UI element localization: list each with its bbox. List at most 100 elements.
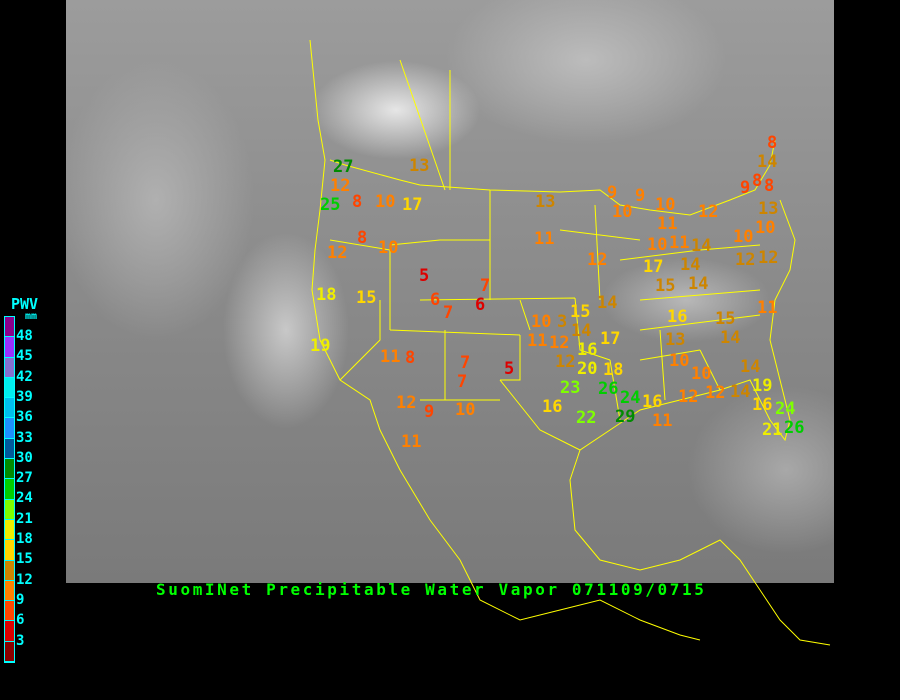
us-canada-border	[329, 139, 776, 216]
station-pwv-value: 8	[357, 228, 368, 248]
legend-tick-label: 15	[16, 551, 33, 568]
station-pwv-value: 10	[612, 202, 633, 222]
legend-tick-label: 18	[16, 531, 33, 547]
station-pwv-value: 15	[570, 302, 591, 322]
legend-color-bar	[4, 316, 15, 664]
legend-bin	[5, 560, 14, 581]
mexico-coastline	[569, 449, 831, 646]
station-pwv-value: 10	[733, 227, 754, 247]
legend-bin	[5, 459, 14, 480]
legend-bin	[5, 601, 14, 622]
legend-tick-label: 9	[16, 591, 25, 608]
station-pwv-value: 5	[419, 266, 430, 286]
station-pwv-value: 8	[764, 176, 775, 196]
station-pwv-value: 16	[667, 307, 688, 327]
station-pwv-value: 11	[652, 411, 673, 431]
legend-bin	[5, 377, 14, 399]
station-pwv-value: 10	[669, 351, 690, 371]
legend-bin	[5, 499, 14, 520]
station-pwv-value: 18	[316, 285, 337, 305]
pacific-coastline	[309, 39, 701, 641]
station-pwv-value: 13	[535, 192, 556, 212]
station-pwv-value: 10	[455, 400, 476, 420]
station-pwv-value: 12	[555, 352, 576, 372]
legend-tick-label: 33	[16, 429, 33, 446]
station-pwv-value: 15	[655, 276, 676, 296]
station-pwv-value: 14	[720, 328, 741, 348]
station-pwv-value: 27	[333, 157, 354, 177]
station-pwv-value: 12	[327, 243, 348, 263]
station-pwv-value: 6	[430, 290, 441, 310]
station-pwv-value: 12	[330, 176, 351, 196]
legend-bin	[5, 540, 14, 561]
station-pwv-value: 22	[576, 408, 597, 428]
station-pwv-value: 8	[767, 133, 778, 153]
legend-tick-label: 39	[16, 388, 33, 405]
legend-bin	[5, 418, 14, 439]
station-pwv-value: 6	[475, 295, 486, 315]
station-pwv-value: 14	[688, 274, 709, 294]
legend-bin	[5, 580, 14, 602]
legend-tick-label: 30	[16, 449, 33, 466]
station-pwv-value: 10	[375, 192, 396, 212]
station-pwv-value: 16	[642, 392, 663, 412]
station-pwv-value: 24	[620, 388, 641, 408]
legend-tick-label: 36	[16, 409, 33, 426]
legend-tick-label: 12	[16, 571, 33, 588]
station-pwv-value: 14	[740, 357, 761, 377]
station-pwv-value: 14	[691, 236, 712, 256]
station-pwv-value: 17	[402, 195, 423, 215]
station-pwv-value: 10	[755, 218, 776, 238]
station-pwv-value: 19	[310, 336, 331, 356]
station-pwv-value: 17	[600, 329, 621, 349]
legend-bin	[5, 621, 14, 642]
station-pwv-value: 26	[784, 418, 805, 438]
station-pwv-value: 9	[424, 402, 435, 422]
map-title: SuomINet Precipitable Water Vapor 071109…	[156, 580, 707, 599]
station-pwv-value: 25	[320, 195, 341, 215]
station-pwv-value: 10	[531, 312, 552, 332]
station-pwv-value: 10	[647, 235, 668, 255]
station-pwv-value: 24	[775, 399, 796, 419]
station-pwv-value: 9	[635, 186, 646, 206]
station-pwv-value: 3	[557, 312, 568, 332]
legend-tick-label: 3	[16, 632, 25, 649]
station-pwv-value: 11	[380, 347, 401, 367]
station-pwv-value: 17	[643, 257, 664, 277]
legend-tick-label: 45	[16, 348, 33, 365]
legend-bin	[5, 317, 14, 338]
station-pwv-value: 16	[577, 340, 598, 360]
station-pwv-value: 9	[740, 178, 751, 198]
station-pwv-value: 18	[603, 360, 624, 380]
station-pwv-value: 26	[598, 379, 619, 399]
station-pwv-value: 16	[542, 397, 563, 417]
canada-province-lines	[399, 59, 451, 191]
station-pwv-value: 12	[678, 387, 699, 407]
station-pwv-value: 14	[730, 382, 751, 402]
legend-tick-label: 48	[16, 328, 33, 344]
station-pwv-value: 10	[655, 195, 676, 215]
state-lines	[329, 190, 761, 421]
legend-tick-label: 27	[16, 470, 33, 487]
station-pwv-value: 12	[396, 393, 417, 413]
station-pwv-value: 11	[669, 233, 690, 253]
station-pwv-value: 7	[443, 303, 454, 323]
station-pwv-value: 29	[615, 407, 636, 427]
station-pwv-value: 5	[504, 359, 515, 379]
station-pwv-value: 15	[356, 288, 377, 308]
station-pwv-value: 12	[587, 250, 608, 270]
station-pwv-value: 16	[752, 395, 773, 415]
station-pwv-value: 13	[409, 156, 430, 176]
gulf-coastline	[499, 199, 796, 451]
legend-bin	[5, 479, 14, 500]
station-pwv-value: 15	[715, 309, 736, 329]
station-pwv-value: 12	[549, 333, 570, 353]
station-pwv-value: 8	[752, 171, 763, 191]
legend-tick-label: 21	[16, 510, 33, 527]
station-pwv-value: 7	[457, 372, 468, 392]
station-pwv-value: 12	[705, 383, 726, 403]
station-pwv-value: 11	[534, 229, 555, 249]
legend-bin	[5, 357, 14, 378]
legend-bin	[5, 519, 14, 541]
